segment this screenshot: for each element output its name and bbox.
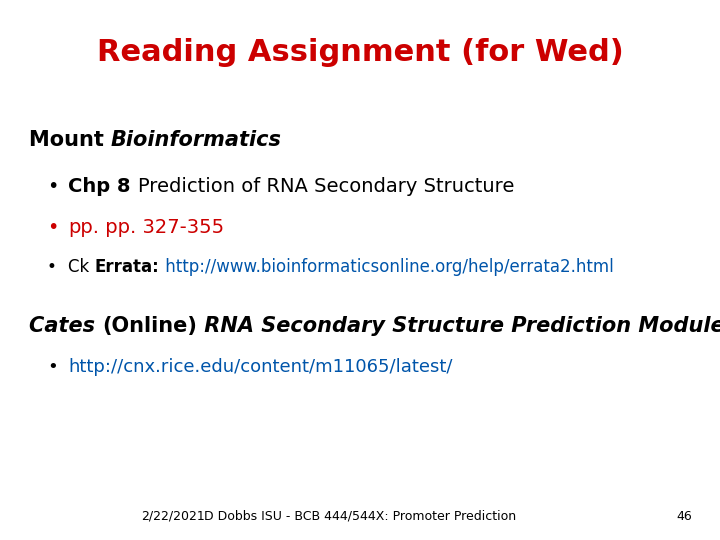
Text: Errata:: Errata: <box>95 258 160 276</box>
Text: http://www.bioinformaticsonline.org/help/errata2.html: http://www.bioinformaticsonline.org/help… <box>160 258 613 276</box>
Text: D Dobbs ISU - BCB 444/544X: Promoter Prediction: D Dobbs ISU - BCB 444/544X: Promoter Pre… <box>204 510 516 523</box>
Text: (Online): (Online) <box>102 316 197 336</box>
Text: 2/22/2021: 2/22/2021 <box>141 510 204 523</box>
Text: Reading Assignment (for Wed): Reading Assignment (for Wed) <box>96 38 624 67</box>
Text: Mount: Mount <box>29 130 111 150</box>
Text: 46: 46 <box>676 510 692 523</box>
Text: pp. 327-355: pp. 327-355 <box>99 218 225 237</box>
Text: Bioinformatics: Bioinformatics <box>111 130 282 150</box>
Text: Ck: Ck <box>68 258 95 276</box>
Text: •: • <box>47 218 58 237</box>
Text: http://cnx.rice.edu/content/m11065/latest/: http://cnx.rice.edu/content/m11065/lates… <box>68 358 453 376</box>
Text: Prediction of RNA Secondary Structure: Prediction of RNA Secondary Structure <box>138 177 514 196</box>
Text: RNA Secondary Structure Prediction Module: RNA Secondary Structure Prediction Modul… <box>197 316 720 336</box>
Text: •: • <box>47 177 58 196</box>
Text: pp.: pp. <box>68 218 99 237</box>
Text: •: • <box>47 258 57 276</box>
Text: Cates: Cates <box>29 316 102 336</box>
Text: •: • <box>47 358 58 376</box>
Text: Chp 8: Chp 8 <box>68 177 138 196</box>
